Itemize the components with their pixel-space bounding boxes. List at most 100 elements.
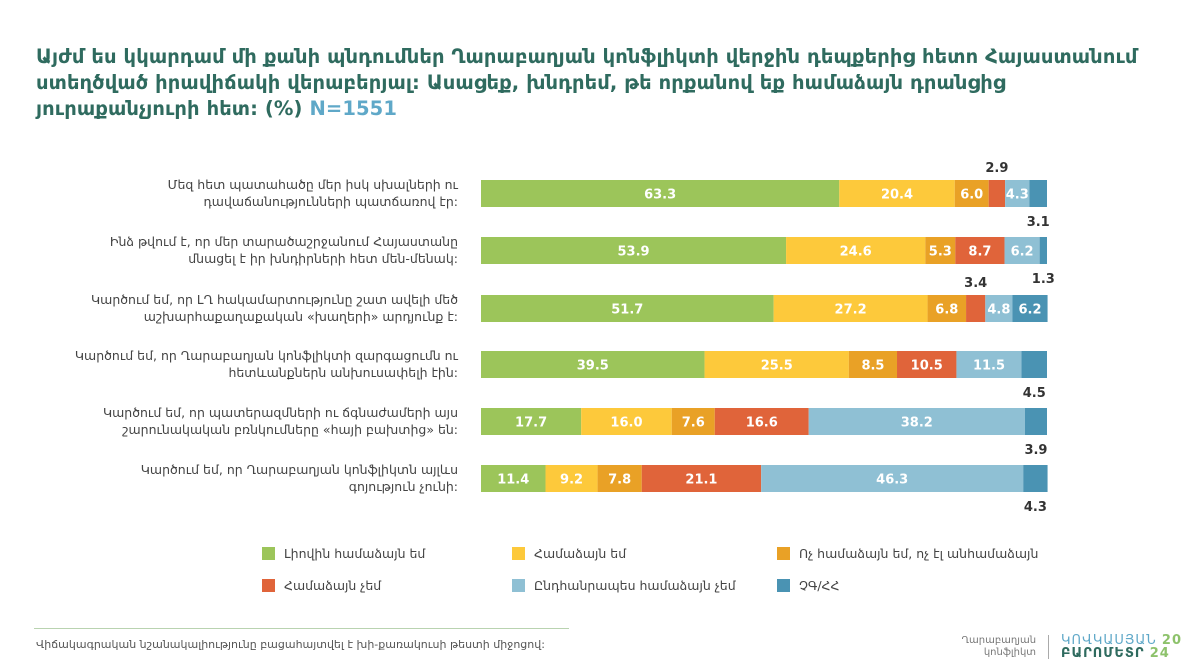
- sample-size: N=1551: [309, 97, 397, 120]
- bar-segment: [839, 180, 955, 207]
- bar-segment: [641, 465, 762, 492]
- data-label: 53.9: [617, 245, 649, 260]
- data-label: 4.8: [987, 303, 1010, 318]
- bar-segment: [897, 351, 957, 378]
- page-title: Այժմ ես կկարդամ մի քանի պնդումներ Ղարաբա…: [36, 44, 1176, 122]
- data-label: 11.5: [973, 359, 1005, 374]
- data-label: 3.4: [964, 276, 987, 291]
- data-label: 11.4: [497, 473, 529, 488]
- bar-segment: [481, 465, 546, 492]
- footer-topic: Ղարաբաղյան կոնֆլիկտ: [961, 635, 1050, 659]
- data-label: 25.5: [761, 359, 793, 374]
- caucasus-barometer-logo: ԿՈՎԿԱՍՅԱՆ 20 ԲԱՐՈՄԵՏՐ 24: [1061, 633, 1182, 661]
- bar-segment: [925, 237, 956, 264]
- bar-segment: [1021, 351, 1047, 378]
- bar-segment: [1039, 237, 1047, 264]
- bar-segment: [1023, 465, 1048, 492]
- legend-swatch: [262, 547, 275, 560]
- stacked-bar-chart: Մեզ հետ պատահածը մեր իսկ սխալների ու դավա…: [75, 161, 1055, 593]
- category-label: Կարծում եմ, որ Ղարաբաղյան կոնֆլիկտի զարգ…: [75, 348, 459, 363]
- data-label: 17.7: [515, 416, 547, 431]
- bar-segment: [481, 180, 840, 207]
- data-label: 4.3: [1006, 188, 1029, 203]
- bar-segment: [985, 295, 1013, 322]
- category-label: գոյություն չունի:: [349, 479, 458, 494]
- legend-swatch: [777, 579, 790, 592]
- data-label: 24.6: [840, 245, 872, 260]
- footer-divider: [34, 628, 569, 629]
- category-label: Ինձ թվում է, որ մեր տարածաշրջանում Հայաս…: [110, 234, 458, 249]
- data-label: 16.6: [746, 416, 778, 431]
- footer-note: Վիճակագրական նշանակալիությունը բացահայտվ…: [36, 638, 545, 651]
- data-label: 51.7: [611, 303, 643, 318]
- bar-segment: [597, 465, 642, 492]
- legend-label: Համաձայն չեմ: [284, 578, 382, 593]
- data-label: 3.9: [1024, 443, 1047, 458]
- legend-label: ՉԳ/ՀՀ: [799, 578, 839, 593]
- category-label: Կարծում եմ, որ ԼՂ հակամարտությունը շատ ա…: [91, 292, 458, 307]
- data-label: 1.3: [1032, 272, 1055, 287]
- bar-segment: [808, 408, 1025, 435]
- legend-label: Ընդհանրապես համաձայն չեմ: [534, 578, 737, 593]
- bar-segment: [786, 237, 926, 264]
- bar-segment: [954, 180, 989, 207]
- category-label: հետևանքներն անխուսափելի էին:: [228, 365, 458, 380]
- legend-label: Համաձայն եմ: [534, 546, 627, 561]
- bar-segment: [581, 408, 672, 435]
- legend-swatch: [777, 547, 790, 560]
- data-label: 39.5: [577, 359, 609, 374]
- data-label: 46.3: [876, 473, 908, 488]
- data-label: 8.5: [861, 359, 884, 374]
- data-label: 6.2: [1019, 303, 1042, 318]
- data-label: 21.1: [685, 473, 717, 488]
- data-label: 4.5: [1023, 386, 1046, 401]
- bar-segment: [848, 351, 898, 378]
- data-label: 10.5: [911, 359, 943, 374]
- data-label: 6.8: [935, 303, 958, 318]
- data-label: 7.8: [608, 473, 631, 488]
- category-label: մնացել է իր խնդիրների հետ մեն-մենակ:: [188, 251, 458, 266]
- data-label: 4.3: [1024, 500, 1047, 515]
- data-label: 6.2: [1011, 245, 1034, 260]
- title-text: Այժմ ես կկարդամ մի քանի պնդումներ Ղարաբա…: [36, 45, 1138, 120]
- bar-segment: [545, 465, 598, 492]
- bar-segment: [481, 408, 582, 435]
- legend-swatch: [512, 547, 525, 560]
- data-label: 20.4: [881, 188, 913, 203]
- data-label: 8.7: [968, 245, 991, 260]
- data-label: 3.1: [1027, 215, 1050, 230]
- bar-segment: [773, 295, 928, 322]
- data-label: 38.2: [901, 416, 933, 431]
- category-label: Մեզ հետ պատահածը մեր իսկ սխալների ու: [168, 177, 459, 192]
- bar-segment: [988, 180, 1006, 207]
- bar-segment: [1012, 295, 1048, 322]
- data-label: 5.3: [929, 245, 952, 260]
- bar-segment: [704, 351, 849, 378]
- bar-segment: [671, 408, 715, 435]
- data-label: 2.9: [985, 161, 1008, 176]
- bar-segment: [927, 295, 967, 322]
- data-label: 16.0: [610, 416, 642, 431]
- category-label: Կարծում եմ, որ պատերազմների ու ճգնաժամեր…: [103, 405, 458, 420]
- bar-segment: [1005, 180, 1030, 207]
- data-label: 9.2: [560, 473, 583, 488]
- category-label: դավաճանությունների պատճառով էր:: [204, 194, 459, 209]
- bar-segment: [1024, 408, 1047, 435]
- footer-brand: Ղարաբաղյան կոնֆլիկտ ԿՈՎԿԱՍՅԱՆ 20 ԲԱՐՈՄԵՏ…: [961, 634, 1182, 660]
- data-label: 6.0: [960, 188, 983, 203]
- category-label: աշխարհաքաղաքական «խաղերի» արդյունք է:: [144, 309, 458, 324]
- bar-segment: [481, 237, 787, 264]
- bar-segment: [1029, 180, 1047, 207]
- bar-segment: [761, 465, 1024, 492]
- bar-segment: [1004, 237, 1040, 264]
- bar-segment: [966, 295, 986, 322]
- bar-segment: [714, 408, 809, 435]
- category-label: շարունակական բռնկումները «հայի բախտից» ե…: [122, 422, 458, 437]
- bar-segment: [955, 237, 1005, 264]
- legend-swatch: [512, 579, 525, 592]
- data-label: 63.3: [644, 188, 676, 203]
- legend-label: Ոչ համաձայն եմ, ոչ էլ անհամաձայն: [799, 546, 1038, 561]
- data-label: 7.6: [682, 416, 705, 431]
- data-label: 27.2: [835, 303, 867, 318]
- legend-swatch: [262, 579, 275, 592]
